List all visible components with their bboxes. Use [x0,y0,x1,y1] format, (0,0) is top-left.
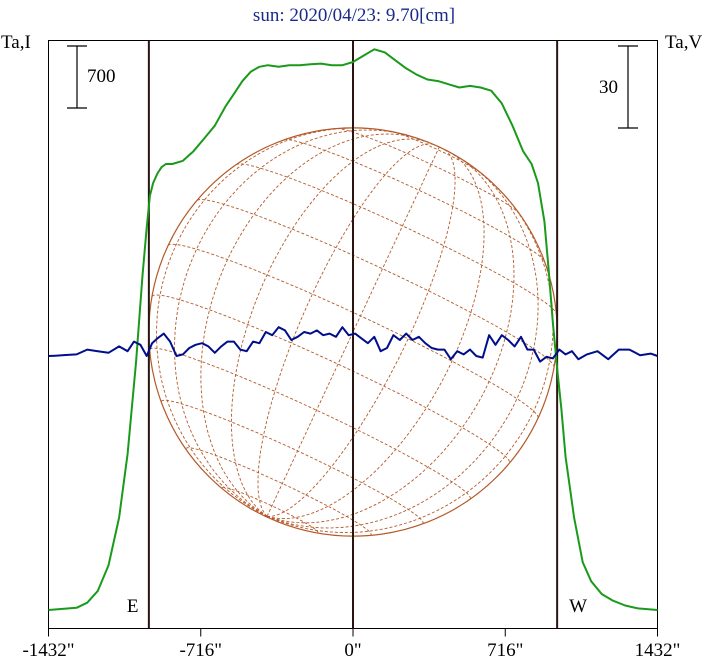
chart-title: sun: 2020/04/23: 9.70[cm] [253,5,455,26]
longitude-line [266,157,515,524]
longitude-line [266,165,539,529]
limb-marker-label-w: W [569,596,587,617]
series-line-ta-i [48,48,658,611]
longitude-line [156,127,370,517]
left-axis-label: Ta,I [1,32,31,53]
longitude-line [200,133,419,517]
longitude-line [266,187,554,534]
x-tick-label: 716" [487,640,523,661]
longitude-line [266,146,440,517]
series-line-ta-v [48,326,658,363]
x-tick-label: 0" [344,640,361,661]
x-tick-label: -1432" [22,640,74,661]
latitude-line [236,163,557,314]
left-scale-bar-label: 700 [87,66,116,87]
longitude-line [267,149,456,517]
longitude-line [230,138,430,517]
latitude-line [336,128,520,214]
x-axis-ticks: -1432" -716" 0" 716" 1432" [22,628,681,661]
latitude-line [197,199,555,367]
solar-disk [148,127,558,537]
left-scale-bar: 700 [67,45,116,109]
right-scale-bar-label: 30 [599,77,618,98]
x-tick-label: -716" [179,640,222,661]
x-tick-label: 1432" [635,640,681,661]
longitude-line [174,129,405,517]
limb-marker-label-e: E [127,596,139,617]
longitude-line [266,151,485,520]
series-group [48,48,658,611]
right-scale-bar: 30 [599,45,638,129]
longitude-line [257,143,435,517]
right-axis-label: Ta,V [665,32,702,53]
